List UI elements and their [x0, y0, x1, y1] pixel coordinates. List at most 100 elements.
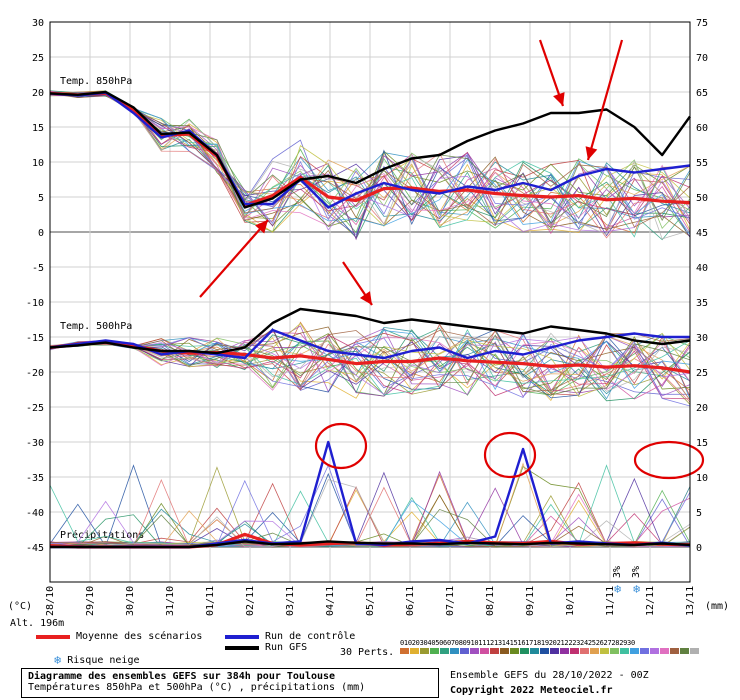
- x-tick-label: 29/10: [85, 586, 96, 616]
- snowflake-icon: ❄: [633, 582, 640, 596]
- perturbation-swatch-02: [410, 648, 419, 654]
- legend-label-gfs: Run GFS: [265, 642, 308, 653]
- ensemble-member-23-t500: [49, 328, 691, 396]
- left-tick-label: -10: [26, 298, 44, 309]
- highlighted-series: [49, 90, 691, 549]
- copyright: Copyright 2022 Meteociel.fr: [450, 685, 613, 696]
- perturbation-swatch-12: [510, 648, 519, 654]
- ensemble-member-14-t500: [49, 326, 691, 395]
- perturbation-swatch-11: [500, 648, 509, 654]
- ensemble-member-27-t850: [49, 90, 691, 227]
- red-circle: [483, 431, 537, 479]
- x-tick-label: 02/11: [245, 586, 256, 616]
- ensemble-member-10-t500: [49, 332, 691, 397]
- x-tick-label: 01/11: [205, 586, 216, 616]
- legend-label-mean: Moyenne des scénarios: [76, 631, 203, 642]
- legend-swatch-gfs: [225, 645, 259, 650]
- perturbation-swatch-14: [530, 648, 539, 654]
- left-tick-label: 5: [38, 193, 44, 204]
- x-tick-label: 08/11: [485, 586, 496, 616]
- perturbation-swatch-16: [550, 648, 559, 654]
- left-tick-label: -35: [26, 473, 44, 484]
- x-tick-label: 03/11: [285, 586, 296, 616]
- perturbation-swatch-23: [620, 648, 629, 654]
- perturbation-swatches: [400, 648, 699, 654]
- right-tick-label: 5: [696, 508, 702, 519]
- right-tick-label: 10: [696, 473, 708, 484]
- red-circle: [633, 440, 705, 480]
- perturbation-swatch-22: [610, 648, 619, 654]
- ensemble-member-26-t850: [49, 91, 691, 233]
- ensemble-member-24-t850: [49, 92, 691, 235]
- chart-title-box: Diagramme des ensembles GEFS sur 384h po…: [21, 668, 439, 698]
- left-tick-label: -20: [26, 368, 44, 379]
- left-tick-label: -25: [26, 403, 44, 414]
- perturbation-swatch-05: [440, 648, 449, 654]
- legend-control: Run de contrôle: [225, 631, 355, 642]
- snowflake-icon: ❄: [54, 653, 62, 667]
- right-tick-label: 35: [696, 298, 708, 309]
- perturbation-swatch-28: [670, 648, 679, 654]
- x-tick-label: 28/10: [45, 586, 56, 616]
- ensemble-member-28-t850: [49, 90, 691, 228]
- left-tick-label: -5: [32, 263, 44, 274]
- perturbation-swatch-09: [480, 648, 489, 654]
- perturbation-swatch-20: [590, 648, 599, 654]
- legend-swatch-control: [225, 634, 259, 639]
- annotations: 3% ❄ 3% ❄: [199, 39, 705, 596]
- ensemble-member-27-t500: [49, 337, 691, 391]
- left-tick-label: -30: [26, 438, 44, 449]
- x-tick-label: 04/11: [325, 586, 336, 616]
- series-gfs-t850: [49, 90, 691, 209]
- left-tick-label: -40: [26, 508, 44, 519]
- x-tick-label: 13/11: [685, 586, 696, 616]
- right-tick-label: 70: [696, 53, 708, 64]
- perturbation-swatch-19: [580, 648, 589, 654]
- perturbation-swatch-29: [680, 648, 689, 654]
- perturbation-swatch-30: [690, 648, 699, 654]
- red-arrow: [586, 39, 624, 161]
- left-tick-label: 20: [32, 88, 44, 99]
- red-arrowhead: [553, 92, 565, 106]
- series-control-t500: [49, 328, 690, 360]
- x-tick-label: 10/11: [565, 586, 576, 616]
- right-tick-label: 15: [696, 438, 708, 449]
- perturbation-swatch-18: [570, 648, 579, 654]
- right-tick-label: 75: [696, 18, 708, 29]
- perturbation-swatch-08: [470, 648, 479, 654]
- x-tick-label: 30/10: [125, 586, 136, 616]
- perturbation-swatch-26: [650, 648, 659, 654]
- ensemble-member-26-t500: [49, 336, 691, 395]
- ensemble-member-17-t850: [49, 94, 691, 241]
- perturbation-swatch-15: [540, 648, 549, 654]
- red-arrowhead: [359, 291, 372, 305]
- ensemble-member-16-t500: [49, 328, 691, 401]
- red-circle: [314, 422, 368, 470]
- x-tick-label: 06/11: [405, 586, 416, 616]
- series-gfs-t500: [49, 307, 691, 355]
- snowflake-icon: ❄: [614, 582, 621, 596]
- left-tick-label: 15: [32, 123, 44, 134]
- x-tick-label: 09/11: [525, 586, 536, 616]
- right-tick-label: 50: [696, 193, 708, 204]
- perturbation-swatch-01: [400, 648, 409, 654]
- legend-snow: ❄ Risque neige: [54, 653, 139, 667]
- series-gfs-precip: [50, 540, 691, 549]
- ensemble-member-30-t850: [49, 92, 691, 240]
- ensemble-member-17-t500: [49, 332, 691, 397]
- ensemble-member-02-t500: [49, 337, 691, 402]
- chart-title: Diagramme des ensembles GEFS sur 384h po…: [28, 671, 336, 682]
- red-arrow: [199, 219, 269, 298]
- perturbation-swatch-24: [630, 648, 639, 654]
- panel-label-t850: Temp. 850hPa: [60, 76, 132, 87]
- right-tick-label: 55: [696, 158, 708, 169]
- legend-label-control: Run de contrôle: [265, 631, 356, 642]
- right-tick-label: 20: [696, 403, 708, 414]
- snow-risk-mark: 3%: [612, 566, 623, 578]
- perturbation-swatch-21: [600, 648, 609, 654]
- legend-label-snow: Risque neige: [67, 654, 140, 666]
- ensemble-member-28-t500: [49, 328, 691, 393]
- x-tick-label: 11/11: [605, 586, 616, 616]
- perturbation-swatch-10: [490, 648, 499, 654]
- x-tick-label: 31/10: [165, 586, 176, 616]
